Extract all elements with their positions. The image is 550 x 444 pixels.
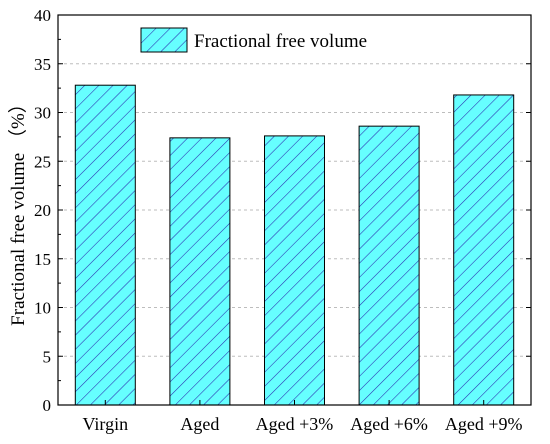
y-tick-label: 30 bbox=[34, 104, 51, 123]
bar bbox=[74, 84, 136, 406]
bars bbox=[74, 84, 515, 406]
y-tick-label: 20 bbox=[34, 201, 51, 220]
bar bbox=[169, 137, 231, 406]
legend-label: Fractional free volume bbox=[194, 31, 367, 52]
y-tick-label: 5 bbox=[43, 347, 52, 366]
bar bbox=[453, 94, 515, 406]
x-tick-label: Virgin bbox=[83, 414, 129, 434]
y-tick-label: 25 bbox=[34, 152, 51, 171]
legend: Fractional free volume bbox=[140, 27, 367, 53]
x-tick-label: Aged +3% bbox=[256, 414, 334, 434]
y-tick-label: 10 bbox=[34, 299, 51, 318]
y-tick-label: 35 bbox=[34, 55, 51, 74]
y-tick-label: 0 bbox=[43, 396, 52, 415]
y-tick-label: 15 bbox=[34, 250, 51, 269]
bar bbox=[264, 135, 325, 406]
bar bbox=[358, 125, 420, 406]
x-tick-label: Aged +9% bbox=[445, 414, 523, 434]
y-tick-label: 40 bbox=[34, 6, 51, 25]
x-tick-label: Aged bbox=[180, 414, 219, 434]
axes: 0 5 10 15 20 25 30 35 40 Virgin Aged Aged +3% Aged +… bbox=[34, 6, 532, 434]
y-axis-label: Fractional free volume （%） bbox=[7, 94, 29, 326]
x-tick-label: Aged +6% bbox=[350, 414, 428, 434]
legend-swatch bbox=[140, 27, 188, 53]
